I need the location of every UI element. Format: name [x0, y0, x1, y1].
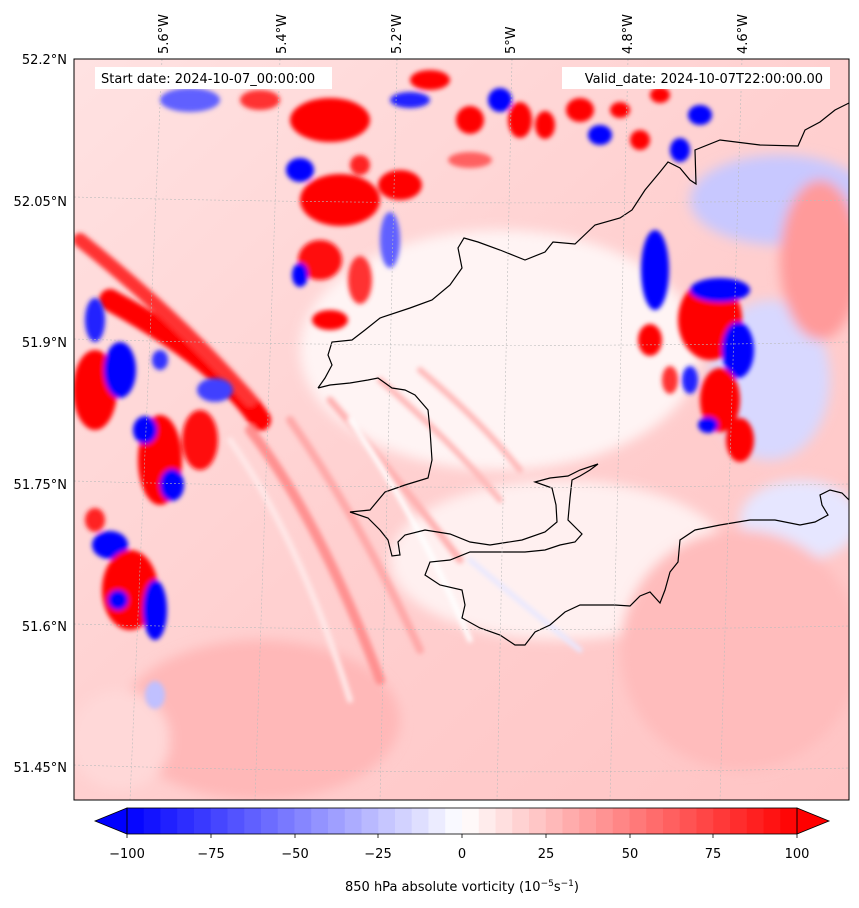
colorbar-cell: [160, 808, 178, 834]
lat-label: 51.45°N: [14, 761, 67, 776]
colorbar-tick-label: 0: [458, 847, 466, 862]
lon-label: 4.6°W: [736, 14, 751, 54]
colorbar-cell: [746, 808, 764, 834]
colorbar-cell: [629, 808, 647, 834]
colorbar-tick-label: −75: [197, 847, 224, 862]
colorbar-cell: [311, 808, 329, 834]
colorbar-cell: [663, 808, 681, 834]
colorbar-cell: [210, 808, 228, 834]
colorbar-cell: [545, 808, 563, 834]
colorbar-cell: [277, 808, 295, 834]
colorbar-cell: [529, 808, 547, 834]
valid-date-label: Valid_date: 2024-10-07T22:00:00.00: [585, 72, 823, 87]
colorbar-tick-label: 25: [538, 847, 555, 862]
colorbar-cell: [713, 808, 731, 834]
colorbar-cell: [780, 808, 798, 834]
colorbar-cell: [730, 808, 748, 834]
colorbar-label-mid: s: [554, 880, 561, 895]
colorbar-cell: [143, 808, 161, 834]
colorbar-label: 850 hPa absolute vorticity (10−5s−1): [345, 879, 579, 895]
colorbar-label-exp1: −5: [541, 879, 554, 889]
colorbar-cell: [495, 808, 513, 834]
colorbar-cell: [361, 808, 379, 834]
lon-label: 5.2°W: [390, 14, 405, 54]
valid-date-box: [562, 67, 830, 89]
colorbar-min-extension: [93, 807, 128, 835]
lon-label: 4.8°W: [621, 14, 636, 54]
colorbar-cell: [596, 808, 614, 834]
colorbar-tick-label: 75: [705, 847, 722, 862]
colorbar-cell: [462, 808, 480, 834]
lat-label: 52.05°N: [14, 195, 67, 210]
colorbar-tick-labels: −100 −75 −50 −25 0 25 50 75 100: [109, 847, 809, 862]
colorbar-label-main: 850 hPa absolute vorticity (10: [345, 880, 541, 895]
colorbar-cell: [395, 808, 413, 834]
colorbar-cell: [579, 808, 597, 834]
coastline: [317, 102, 849, 646]
colorbar-tick-label: 50: [622, 847, 639, 862]
colorbar-max-extension: [796, 807, 831, 835]
colorbar-label-end: ): [574, 880, 579, 895]
lon-label: 5.4°W: [275, 14, 290, 54]
colorbar-cell: [763, 808, 781, 834]
lat-label: 51.75°N: [14, 478, 67, 493]
colorbar-cell: [512, 808, 530, 834]
colorbar-cell: [261, 808, 279, 834]
map-frame: [73, 58, 850, 801]
colorbar-label-exp2: −1: [561, 879, 574, 889]
colorbar-cell: [378, 808, 396, 834]
colorbar-cell: [294, 808, 312, 834]
lat-label: 51.9°N: [22, 336, 67, 351]
colorbar-ticks: [126, 834, 798, 838]
colorbar-cell: [244, 808, 262, 834]
colorbar-cell: [679, 808, 697, 834]
colorbar-cell: [177, 808, 195, 834]
colorbar-cell: [344, 808, 362, 834]
lon-label: 5.6°W: [157, 14, 172, 54]
colorbar-cell: [562, 808, 580, 834]
colorbar-tick-label: −25: [364, 847, 391, 862]
colorbar-cell: [127, 808, 145, 834]
colorbar-cell: [612, 808, 630, 834]
colorbar-tick-label: 100: [785, 847, 810, 862]
longitude-labels: 5.6°W 5.4°W 5.2°W 5°W 4.8°W 4.6°W: [157, 14, 751, 54]
colorbar-cell: [428, 808, 446, 834]
colorbar-cell: [445, 808, 463, 834]
colorbar-cell: [194, 808, 212, 834]
colorbar-cells: [127, 808, 798, 834]
latitude-labels: 52.2°N 52.05°N 51.9°N 51.75°N 51.6°N 51.…: [14, 53, 67, 776]
colorbar: −100 −75 −50 −25 0 25 50 75 100 850 hPa …: [93, 807, 831, 895]
lat-label: 51.6°N: [22, 620, 67, 635]
graticule: [74, 59, 849, 800]
colorbar-tick-label: −100: [109, 847, 145, 862]
colorbar-cell: [328, 808, 346, 834]
start-date-label: Start date: 2024-10-07_00:00:00: [101, 72, 315, 87]
lat-label: 52.2°N: [22, 53, 67, 68]
colorbar-cell: [478, 808, 496, 834]
colorbar-cell: [227, 808, 245, 834]
colorbar-cell: [696, 808, 714, 834]
colorbar-tick-label: −50: [281, 847, 308, 862]
colorbar-cell: [411, 808, 429, 834]
colorbar-cell: [646, 808, 664, 834]
start-date-box: [95, 67, 332, 89]
vorticity-field: [74, 59, 849, 800]
lon-label: 5°W: [504, 26, 519, 54]
